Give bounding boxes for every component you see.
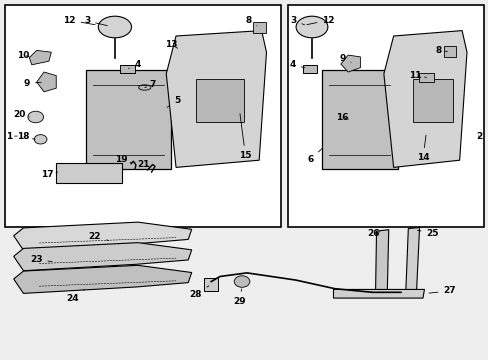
Text: 2: 2	[475, 132, 481, 141]
Polygon shape	[383, 31, 466, 167]
Text: 27: 27	[428, 287, 455, 295]
Polygon shape	[37, 72, 56, 92]
Text: 8: 8	[435, 46, 447, 55]
Text: 13: 13	[164, 40, 177, 49]
Text: 29: 29	[233, 289, 245, 306]
Polygon shape	[166, 31, 266, 167]
Polygon shape	[29, 50, 51, 65]
FancyBboxPatch shape	[412, 79, 452, 122]
Text: 19: 19	[115, 155, 132, 164]
Text: 24: 24	[66, 289, 84, 302]
Text: 1: 1	[6, 132, 17, 141]
FancyBboxPatch shape	[5, 5, 281, 227]
FancyBboxPatch shape	[321, 70, 397, 169]
FancyBboxPatch shape	[253, 22, 265, 33]
Text: 12: 12	[306, 16, 334, 25]
Text: 16: 16	[335, 113, 348, 122]
Text: 3: 3	[290, 16, 304, 25]
Polygon shape	[333, 289, 424, 298]
Ellipse shape	[138, 85, 150, 90]
FancyBboxPatch shape	[56, 163, 122, 183]
Polygon shape	[405, 228, 419, 290]
Text: 18: 18	[17, 132, 35, 141]
Text: 28: 28	[189, 286, 208, 299]
FancyBboxPatch shape	[443, 46, 455, 57]
Text: 21: 21	[137, 160, 150, 169]
Text: 20: 20	[13, 110, 29, 119]
Polygon shape	[14, 265, 191, 293]
Text: 23: 23	[30, 255, 52, 264]
Text: 14: 14	[416, 135, 428, 162]
Text: 4: 4	[128, 60, 141, 69]
FancyBboxPatch shape	[204, 278, 218, 291]
Text: 17: 17	[41, 171, 58, 180]
Circle shape	[28, 111, 43, 123]
Polygon shape	[14, 243, 191, 271]
Polygon shape	[340, 55, 360, 72]
Text: 9: 9	[338, 54, 350, 63]
Polygon shape	[375, 230, 388, 292]
Text: 4: 4	[288, 60, 304, 69]
FancyBboxPatch shape	[418, 73, 433, 82]
FancyBboxPatch shape	[303, 65, 316, 73]
Text: 6: 6	[307, 149, 321, 164]
Text: 10: 10	[17, 51, 30, 60]
FancyBboxPatch shape	[120, 65, 135, 73]
Text: 8: 8	[245, 16, 256, 26]
Text: 11: 11	[408, 71, 426, 80]
Text: 3: 3	[84, 17, 107, 26]
Text: 25: 25	[417, 229, 438, 238]
Text: 26: 26	[366, 229, 379, 238]
FancyBboxPatch shape	[287, 5, 483, 227]
Text: 15: 15	[239, 114, 251, 160]
Text: 7: 7	[144, 81, 156, 90]
Text: 22: 22	[88, 233, 108, 242]
FancyBboxPatch shape	[85, 70, 171, 169]
Text: 12: 12	[63, 16, 95, 25]
FancyBboxPatch shape	[195, 79, 244, 122]
Text: 5: 5	[167, 96, 180, 107]
Ellipse shape	[296, 16, 327, 38]
Text: 9: 9	[23, 79, 41, 88]
Ellipse shape	[98, 16, 131, 38]
Circle shape	[234, 276, 249, 287]
Circle shape	[34, 135, 47, 144]
Polygon shape	[14, 222, 191, 250]
